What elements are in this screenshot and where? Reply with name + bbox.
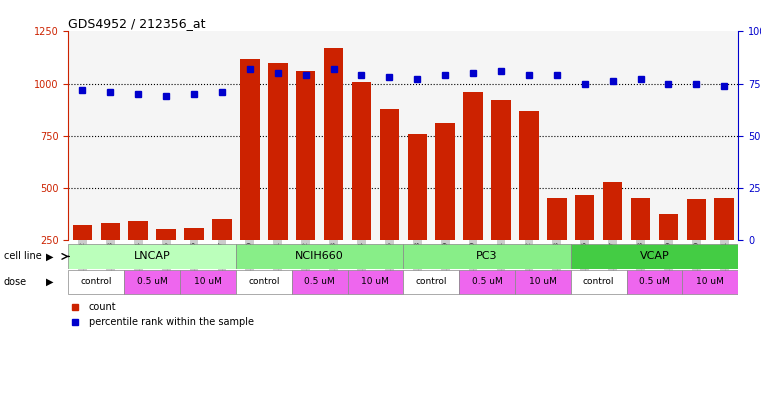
Text: dose: dose [4, 277, 27, 287]
Bar [603, 182, 622, 292]
Bar [626, 270, 683, 294]
Text: ▶: ▶ [46, 277, 53, 287]
Bar [124, 270, 180, 294]
Text: 0.5 uM: 0.5 uM [137, 277, 167, 286]
Bar [515, 270, 571, 294]
Bar [631, 198, 650, 292]
Bar [73, 225, 92, 292]
Bar [68, 244, 236, 269]
Text: 10 uM: 10 uM [529, 277, 557, 286]
Bar [571, 244, 738, 269]
Text: 10 uM: 10 uM [696, 277, 724, 286]
Bar [686, 199, 706, 292]
Text: 10 uM: 10 uM [361, 277, 390, 286]
Bar [157, 229, 176, 292]
Bar [547, 198, 566, 292]
Text: cell line: cell line [4, 252, 42, 261]
Bar [575, 195, 594, 292]
Text: control: control [583, 277, 614, 286]
Bar [380, 108, 399, 292]
Bar [180, 270, 236, 294]
Text: ▶: ▶ [46, 252, 53, 261]
Bar [408, 134, 427, 292]
Bar [571, 270, 626, 294]
Bar [236, 270, 291, 294]
Text: NCIH660: NCIH660 [295, 252, 344, 261]
Text: count: count [88, 301, 116, 312]
Text: PC3: PC3 [476, 252, 498, 261]
Bar [236, 244, 403, 269]
Bar [184, 228, 204, 292]
Bar [100, 223, 120, 292]
Text: control: control [248, 277, 279, 286]
Text: 0.5 uM: 0.5 uM [472, 277, 502, 286]
Text: GDS4952 / 212356_at: GDS4952 / 212356_at [68, 17, 206, 30]
Text: VCAP: VCAP [639, 252, 670, 261]
Bar [658, 214, 678, 292]
Text: 10 uM: 10 uM [194, 277, 222, 286]
Bar [683, 270, 738, 294]
Text: percentile rank within the sample: percentile rank within the sample [88, 317, 253, 327]
Bar [459, 270, 515, 294]
Bar [519, 110, 539, 292]
Bar [68, 270, 124, 294]
Bar [296, 71, 315, 292]
Bar [435, 123, 455, 292]
Bar [268, 62, 288, 292]
Bar [463, 92, 482, 292]
Bar [403, 244, 571, 269]
Bar [129, 221, 148, 292]
Bar [403, 270, 459, 294]
Bar [212, 219, 231, 292]
Bar [492, 100, 511, 292]
Bar [240, 59, 260, 292]
Bar [715, 198, 734, 292]
Text: 0.5 uM: 0.5 uM [639, 277, 670, 286]
Bar [291, 270, 348, 294]
Text: control: control [81, 277, 112, 286]
Text: control: control [416, 277, 447, 286]
Bar [323, 48, 343, 292]
Bar [348, 270, 403, 294]
Text: 0.5 uM: 0.5 uM [304, 277, 335, 286]
Text: LNCAP: LNCAP [134, 252, 170, 261]
Bar [352, 83, 371, 292]
